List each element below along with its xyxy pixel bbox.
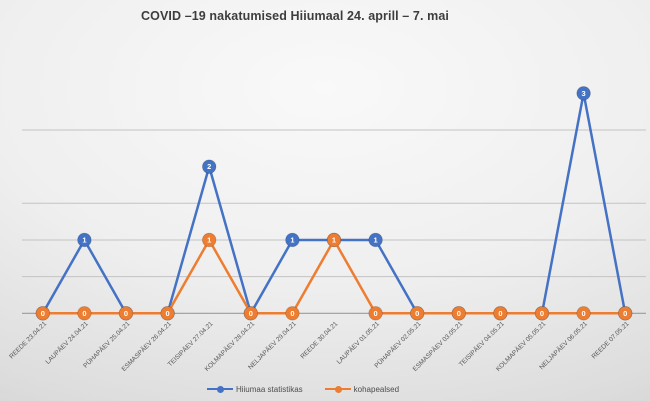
data-point-label: 3 (582, 89, 586, 98)
data-point-label: 0 (166, 309, 170, 318)
data-point-marker (618, 306, 633, 321)
x-axis-label: TEISIPÄEV 04.05.21 (457, 319, 506, 368)
data-point-marker (35, 306, 51, 321)
data-point-marker (493, 306, 508, 321)
data-point-marker (77, 306, 92, 321)
data-point-label: 0 (41, 309, 45, 318)
data-point-marker (410, 306, 425, 321)
data-point-label: 0 (498, 309, 502, 318)
data-point-label: 0 (540, 309, 544, 318)
data-point-label: 0 (374, 309, 378, 318)
legend-label: Hiiumaa statistikas (235, 384, 303, 394)
x-axis-label: REEDE 07.05.21 (591, 320, 631, 360)
chart-title: COVID –19 nakatumised Hiiumaal 24. april… (141, 9, 449, 23)
data-point-marker (451, 306, 467, 321)
data-point-label: 1 (374, 236, 378, 245)
data-point-marker (160, 306, 175, 321)
data-point-label: 2 (207, 162, 211, 171)
data-point-marker (77, 232, 92, 248)
data-point-label: 0 (290, 309, 294, 318)
data-point-label: 1 (332, 236, 336, 245)
data-point-marker (368, 306, 383, 321)
data-point-label: 0 (82, 309, 86, 318)
data-point-marker (534, 306, 550, 321)
legend-key-line-marker-blue (206, 385, 233, 393)
data-point-marker (326, 232, 342, 248)
x-axis-label: LAUPÄEV 24.04.21 (44, 319, 90, 365)
data-point-label: 0 (623, 309, 627, 318)
x-axis-label: REEDE 23.04.21 (8, 320, 48, 360)
data-point-marker (243, 306, 259, 321)
data-point-marker (368, 232, 383, 248)
data-point-label: 1 (207, 236, 211, 245)
data-point-label: 0 (124, 309, 128, 318)
data-point-marker (201, 232, 217, 248)
data-point-marker (576, 86, 591, 101)
x-axis-label: PÜHAPÄEV 02.05.21 (373, 319, 423, 369)
data-point-label: 0 (415, 309, 419, 318)
x-axis-label: PÜHAPÄEV 25.04.21 (82, 319, 132, 369)
data-point-marker (285, 232, 300, 248)
chart-legend: Hiiumaa statistikas kohapealsed (0, 381, 628, 397)
legend-item-kohapealsed[interactable]: kohapealsed (324, 384, 400, 394)
legend-label: kohapealsed (353, 384, 400, 394)
data-point-marker (201, 159, 217, 174)
data-point-marker (118, 306, 134, 321)
x-axis-label: LAUPÄEV 01.05.21 (335, 319, 381, 365)
legend-item-hiiumaa-statistikas[interactable]: Hiiumaa statistikas (206, 384, 303, 394)
data-point-label: 0 (457, 309, 461, 318)
x-axis-label: REEDE 30.04.21 (299, 320, 339, 360)
data-point-marker (285, 306, 300, 321)
x-axis-label: TEISIPÄEV 27.04.21 (166, 319, 215, 368)
legend-key-line-marker-orange (324, 385, 351, 393)
data-point-label: 1 (82, 236, 86, 245)
data-point-label: 0 (249, 309, 253, 318)
data-point-label: 1 (290, 236, 294, 245)
data-point-marker (576, 306, 591, 321)
data-point-label: 0 (582, 309, 586, 318)
